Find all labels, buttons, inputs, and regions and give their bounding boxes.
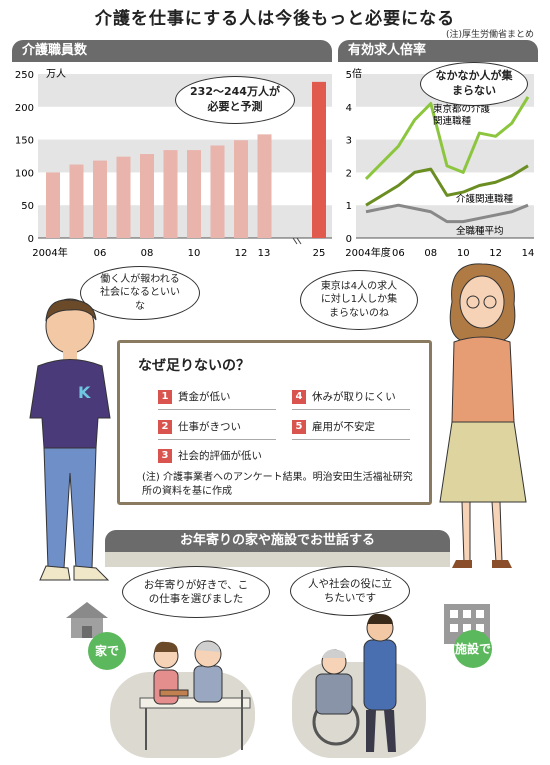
y-tick-label: 0: [28, 234, 34, 245]
x-tick-label: 25: [313, 248, 326, 259]
facility-worker-speech-bubble: 人や社会の役に立ちたいです: [290, 566, 410, 616]
series-label-care: 介護関連職種: [456, 193, 514, 205]
reason-divider: [292, 439, 410, 440]
left-y-unit: 万人: [46, 68, 66, 80]
shirt-letter: K: [78, 383, 91, 402]
y-tick-label: 1: [346, 201, 352, 212]
x-tick-label: 12: [235, 248, 248, 259]
reason-label: 仕事がきつい: [178, 421, 241, 433]
x-tick-label: 2004年: [32, 246, 67, 259]
reason-item-3: 3 社会的評価が低い: [158, 448, 262, 463]
y-tick-label: 3: [346, 136, 352, 147]
reason-label: 雇用が不安定: [312, 421, 375, 433]
series-label-tokyo-2: 関連職種: [433, 115, 472, 127]
series-label-all: 全職種平均: [456, 225, 504, 237]
y-tick-label: 0: [346, 234, 352, 245]
young-man-illustration: K: [29, 298, 111, 581]
facility-worker-speech-text: 人や社会の役に立ちたいです: [308, 577, 392, 604]
young-woman-illustration: [439, 263, 527, 568]
man-speech-text: 働く人が報われる社会になるといいな: [100, 273, 180, 312]
woman-speech-bubble: 東京は4人の求人に対し1人しか集まらないのね: [300, 270, 418, 330]
reason-number: 4: [292, 389, 306, 404]
left-panel-header: 介護職員数: [12, 40, 332, 62]
page-title: 介護を仕事にする人は今後もっと必要になる: [94, 9, 456, 29]
right-y-unit: 倍: [352, 67, 362, 80]
y-tick-label: 5: [346, 70, 352, 81]
reasons-title: なぜ足りないの？: [138, 358, 250, 374]
care-banner-base: [105, 552, 450, 567]
reason-item-1: 1 賃金が低い: [158, 389, 231, 404]
y-tick-label: 250: [15, 70, 34, 81]
reason-label: 賃金が低い: [178, 391, 231, 403]
y-tick-label: 100: [15, 168, 34, 179]
man-speech-bubble: 働く人が報われる社会になるといいな: [80, 266, 200, 320]
x-tick-label: 06: [94, 248, 107, 259]
home-worker-speech-bubble: お年寄りが好きで、この仕事を選びました: [122, 566, 270, 618]
reason-item-5: 5 雇用が不安定: [292, 419, 375, 434]
reason-number: 5: [292, 419, 306, 434]
home-badge: 家で: [88, 632, 126, 670]
grid-band: [38, 205, 332, 238]
care-banner: お年寄りの家や施設でお世話する: [105, 530, 450, 552]
reason-label: 社会的評価が低い: [178, 450, 262, 462]
reasons-box: なぜ足りないの？ 1 賃金が低い 2 仕事がきつい 3 社会的評価が低い 4 休…: [117, 340, 432, 505]
x-tick-label: 10: [188, 248, 201, 259]
x-tick-label: 08: [141, 248, 154, 259]
facility-care-illustration: [292, 613, 426, 758]
series-line-0: [364, 96, 530, 181]
series-line-2: [365, 203, 529, 224]
bar-2005: [69, 164, 84, 238]
bar-2008: [140, 154, 154, 238]
x-tick-label: 06: [392, 248, 405, 259]
bar-2012: [234, 140, 248, 238]
y-tick-label: 4: [346, 103, 352, 114]
series-label-tokyo-1: 東京都の介護: [433, 103, 491, 115]
bar-2009: [163, 150, 178, 238]
house-icon: [66, 602, 108, 638]
right-callout-bubble: なかなか人が集まらない: [420, 62, 528, 106]
x-tick-label: 08: [424, 248, 437, 259]
reason-number: 1: [158, 389, 172, 404]
bar-2006: [93, 160, 107, 238]
grid-band: [38, 139, 332, 173]
axis-break: [292, 237, 302, 245]
reason-divider: [292, 409, 410, 410]
bar-2007: [116, 156, 131, 238]
reason-divider: [158, 409, 276, 410]
reason-number: 2: [158, 419, 172, 434]
x-tick-label: 2004年度: [345, 246, 390, 259]
right-callout-text: なかなか人が集まらない: [435, 69, 513, 97]
bar-2004: [46, 172, 60, 238]
left-callout-text: 232〜244万人が必要と予測: [190, 85, 280, 113]
home-care-illustration: [110, 640, 255, 758]
reason-item-2: 2 仕事がきつい: [158, 419, 241, 434]
reasons-note: (注) 介護事業者へのアンケート結果。明治安田生活福祉研究所の資料を基に作成: [142, 472, 413, 497]
x-tick-label: 13: [258, 248, 271, 259]
y-tick-label: 2: [346, 168, 352, 179]
y-tick-label: 150: [15, 136, 34, 147]
reason-item-4: 4 休みが取りにくい: [292, 389, 396, 404]
reason-divider: [158, 439, 276, 440]
x-tick-label: 10: [457, 248, 470, 259]
bar-projection-2025: [312, 81, 326, 238]
y-tick-label: 50: [21, 201, 34, 212]
x-tick-label: 12: [489, 248, 502, 259]
left-callout-bubble: 232〜244万人が必要と予測: [175, 76, 295, 124]
y-tick-label: 200: [15, 103, 34, 114]
facility-badge: 施設で: [454, 630, 492, 668]
series-line-1: [365, 164, 529, 207]
home-worker-speech-text: お年寄りが好きで、この仕事を選びました: [143, 578, 249, 605]
reason-number: 3: [158, 448, 172, 463]
right-panel-header: 有効求人倍率: [338, 40, 538, 62]
care-workers-bar-chart: 250 200 150 100 50 0 2004年 06 08 10 12 13 25 万人: [15, 68, 332, 259]
bar-2011: [210, 145, 225, 238]
woman-speech-text: 東京は4人の求人に対し1人しか集まらないのね: [320, 280, 398, 319]
x-tick-label: 14: [522, 248, 535, 259]
source-note: (注)厚生労働省まとめ: [445, 30, 534, 40]
bar-2010: [187, 150, 201, 238]
reason-label: 休みが取りにくい: [312, 391, 396, 403]
bar-2013: [257, 134, 272, 238]
